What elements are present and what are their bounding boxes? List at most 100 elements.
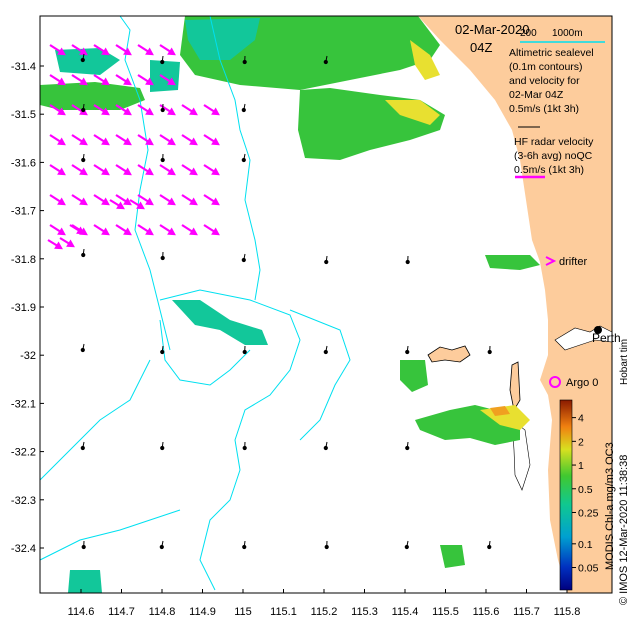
- lat-tick-label: -32.1: [11, 398, 36, 410]
- hf-vector-head: [211, 197, 220, 206]
- alt-vector-head: [160, 349, 165, 355]
- chl-patches: [40, 16, 540, 593]
- hf-vector-head: [123, 47, 132, 56]
- alt-vector-head: [487, 349, 492, 355]
- alt-vector-head: [487, 544, 492, 550]
- lon-tick-label: 114.6: [68, 606, 95, 618]
- alt-vector-head: [242, 445, 247, 451]
- credit-text: © IMOS 12-Mar-2020 11:38:38: [618, 455, 630, 605]
- hf-radar-vectors: [47, 44, 220, 250]
- alt-vector-head: [160, 445, 165, 451]
- hf-vector-head: [79, 197, 88, 206]
- lat-tick-labels: -31.4 -31.5 -31.6 -31.7 -31.8 -31.9 -32 -32.1 -3…: [11, 61, 44, 555]
- lat-tick-label: -32.3: [11, 495, 36, 507]
- perth-marker: [594, 326, 602, 334]
- hf-vector-head: [167, 167, 176, 176]
- hf-vector-head: [167, 107, 176, 116]
- hf-vector-head: [167, 47, 176, 56]
- lon-tick-label: 115.1: [270, 606, 297, 618]
- lon-tick-label: 115.6: [473, 606, 500, 618]
- lon-tick-label: 114.8: [149, 606, 176, 618]
- alt-vector-head: [405, 349, 410, 355]
- alt-vector-head: [241, 107, 246, 113]
- alt-vector-head: [80, 445, 85, 451]
- alt-vector-head: [81, 252, 86, 258]
- hf-vector-head: [57, 107, 66, 116]
- scale-left-label: 200: [520, 28, 537, 39]
- colorbar-ticks: 4 2 1 0.5 0.25 0.1 0.05: [572, 413, 599, 575]
- alt-vector-head: [324, 544, 329, 550]
- hf-vector-head: [57, 47, 66, 56]
- hobart-label: Hobart tim: [619, 339, 630, 385]
- altimetric-legend-line: and velocity for: [509, 75, 580, 87]
- hf-vector-head: [116, 201, 125, 210]
- hf-vector-head: [189, 227, 198, 236]
- colorbar-tick-label: 1: [578, 460, 584, 472]
- alt-vector-head: [160, 157, 165, 163]
- lon-tick-label: 114.9: [189, 606, 216, 618]
- hf-vector-head: [101, 227, 110, 236]
- hf-vector-head: [211, 137, 220, 146]
- hf-vector-head: [189, 197, 198, 206]
- hf-vector-head: [79, 77, 88, 86]
- hf-vector-head: [123, 167, 132, 176]
- lat-tick-label: -31.5: [11, 109, 36, 121]
- alt-vector-head: [80, 57, 85, 63]
- lat-tick-label: -32: [20, 350, 36, 362]
- map-time: 04Z: [470, 40, 492, 55]
- hf-vector-head: [211, 227, 220, 236]
- lat-tick-label: -31.7: [11, 206, 36, 218]
- hf-vector-head: [167, 137, 176, 146]
- hf-vector-head: [189, 107, 198, 116]
- hf-vector-head: [101, 197, 110, 206]
- alt-vector-head: [323, 59, 328, 65]
- alt-vector-head: [242, 544, 247, 550]
- hf-vector-head: [57, 137, 66, 146]
- colorbar-tick-label: 0.25: [578, 507, 599, 519]
- hf-vector-head: [54, 241, 63, 250]
- colorbar-tick-label: 0.5: [578, 484, 593, 496]
- hf-vector-head: [123, 197, 132, 206]
- alt-vector-head: [159, 544, 164, 550]
- altimetry-vectors: [80, 53, 492, 550]
- lat-tick-label: -31.9: [11, 302, 36, 314]
- hf-vector-head: [145, 77, 154, 86]
- hf-vector-head: [123, 227, 132, 236]
- hf-vector-head: [145, 47, 154, 56]
- alt-vector-head: [80, 347, 85, 353]
- alt-vector-head: [242, 349, 247, 355]
- colorbar-gradient: [559, 399, 573, 591]
- hf-vector-head: [101, 107, 110, 116]
- hf-vector-head: [101, 47, 110, 56]
- lon-tick-label: 115: [234, 606, 252, 618]
- alt-vector-head: [81, 544, 86, 550]
- hf-vector-head: [79, 137, 88, 146]
- lon-tick-label: 115.7: [513, 606, 540, 618]
- hf-vector-head: [79, 167, 88, 176]
- hf-vector-head: [79, 47, 88, 56]
- alt-vector-head: [404, 544, 409, 550]
- rottnest-island: [427, 345, 471, 363]
- hf-vector-head: [145, 137, 154, 146]
- hf-vector-head: [145, 167, 154, 176]
- altimetric-legend-line: 0.5m/s (1kt 3h): [509, 103, 579, 115]
- lat-tick-label: -32.2: [11, 447, 36, 459]
- altimetric-legend: Altimetric sealevel (0.1m contours) and ve…: [509, 47, 594, 115]
- hf-vector-head: [167, 227, 176, 236]
- hf-legend-line: 0.5m/s (1kt 3h): [514, 164, 584, 176]
- lon-tick-label: 115.8: [554, 606, 581, 618]
- lon-tick-labels: 114.6 114.7 114.8 114.9 115 115.1 115.2 115.3 11…: [68, 589, 581, 618]
- alt-vector-head: [81, 107, 86, 113]
- scale-right-label: 1000m: [552, 28, 583, 39]
- alt-vector-head: [323, 445, 328, 451]
- hf-vector-head: [57, 197, 66, 206]
- hf-vector-head: [57, 167, 66, 176]
- lon-tick-label: 115.2: [311, 606, 338, 618]
- perth-label: Perth: [592, 331, 621, 345]
- argo-marker: [549, 376, 561, 388]
- lat-tick-label: -31.4: [11, 61, 36, 73]
- alt-vector-head: [405, 259, 410, 265]
- alt-vector-head: [160, 59, 165, 65]
- alt-vector-head: [81, 157, 86, 163]
- drifter-marker: [545, 256, 557, 266]
